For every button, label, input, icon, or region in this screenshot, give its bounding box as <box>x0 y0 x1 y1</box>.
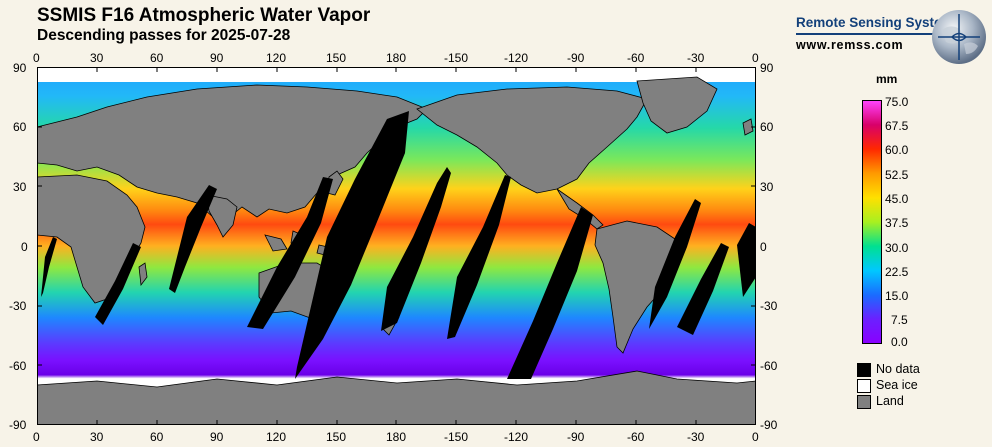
lat-label: 0 <box>760 240 767 254</box>
colorbar-tick: 60.0 <box>885 143 909 157</box>
lon-label: 150 <box>326 51 347 65</box>
map-subtitle: Descending passes for 2025-07-28 <box>37 27 291 44</box>
colorbar-tick: 15.0 <box>885 289 909 303</box>
colorbar-tick: 45.0 <box>885 192 909 206</box>
lat-label: -90 <box>760 418 778 432</box>
colorbar-tick: 22.5 <box>885 265 909 279</box>
lat-label: -30 <box>760 299 778 313</box>
water-vapor-map <box>37 67 756 425</box>
antarctica <box>37 370 756 425</box>
lon-label: 150 <box>326 430 347 444</box>
no-data-swaths <box>41 111 756 379</box>
lat-label: -30 <box>9 299 27 313</box>
lon-label: 90 <box>210 51 224 65</box>
lon-label: -30 <box>687 430 705 444</box>
lon-label: -90 <box>567 51 585 65</box>
map-title: SSMIS F16 Atmospheric Water Vapor <box>37 5 371 26</box>
lon-label: 120 <box>266 430 287 444</box>
lon-label: 0 <box>33 430 40 444</box>
colorbar <box>862 100 882 344</box>
lon-label: -120 <box>504 51 529 65</box>
lat-label: 90 <box>760 61 774 75</box>
lon-label: 60 <box>150 430 164 444</box>
lon-label: 0 <box>33 51 40 65</box>
lon-label: -30 <box>687 51 705 65</box>
lon-label: -60 <box>627 51 645 65</box>
logo-rule <box>796 33 954 35</box>
lon-label: 90 <box>210 430 224 444</box>
legend-swatch-land <box>857 395 871 409</box>
land-masses <box>37 76 754 354</box>
legend-label: Land <box>876 394 904 408</box>
colorbar-tick: 7.5 <box>891 313 908 327</box>
rss-logo[interactable]: Remote Sensing Systems www.remss.com <box>796 15 961 52</box>
logo-url: www.remss.com <box>796 38 904 52</box>
colorbar-tick: 67.5 <box>885 119 909 133</box>
lon-label: 120 <box>266 51 287 65</box>
colorbar-unit: mm <box>876 72 898 86</box>
legend-label: Sea ice <box>876 378 918 392</box>
lon-label: 30 <box>90 51 104 65</box>
lat-label: 0 <box>21 240 28 254</box>
legend-label: No data <box>876 362 920 376</box>
lat-label: 60 <box>13 120 27 134</box>
lon-label: -60 <box>627 430 645 444</box>
lat-label: 30 <box>13 180 27 194</box>
map-ticks <box>37 67 756 425</box>
colorbar-tick: 75.0 <box>885 95 909 109</box>
lon-label: 0 <box>752 430 759 444</box>
colorbar-tick: 30.0 <box>885 241 909 255</box>
lon-label: -150 <box>444 51 469 65</box>
lon-label: -150 <box>444 430 469 444</box>
lat-label: -60 <box>9 359 27 373</box>
lat-label: 90 <box>13 61 27 75</box>
colorbar-tick: 37.5 <box>885 216 909 230</box>
lon-label: 180 <box>386 430 407 444</box>
lat-label: -90 <box>9 418 27 432</box>
lat-label: -60 <box>760 359 778 373</box>
lon-label: 0 <box>752 51 759 65</box>
lat-label: 30 <box>760 180 774 194</box>
lon-label: 30 <box>90 430 104 444</box>
logo-org-name: Remote Sensing Systems <box>796 15 962 30</box>
lat-label: 60 <box>760 120 774 134</box>
lon-label: -90 <box>567 430 585 444</box>
legend-swatch-no-data <box>857 363 871 377</box>
colorbar-tick: 0.0 <box>891 335 908 349</box>
colorbar-tick: 52.5 <box>885 168 909 182</box>
globe-icon <box>932 10 986 64</box>
lon-label: -120 <box>504 430 529 444</box>
lon-label: 180 <box>386 51 407 65</box>
legend-swatch-sea-ice <box>857 379 871 393</box>
lon-label: 60 <box>150 51 164 65</box>
